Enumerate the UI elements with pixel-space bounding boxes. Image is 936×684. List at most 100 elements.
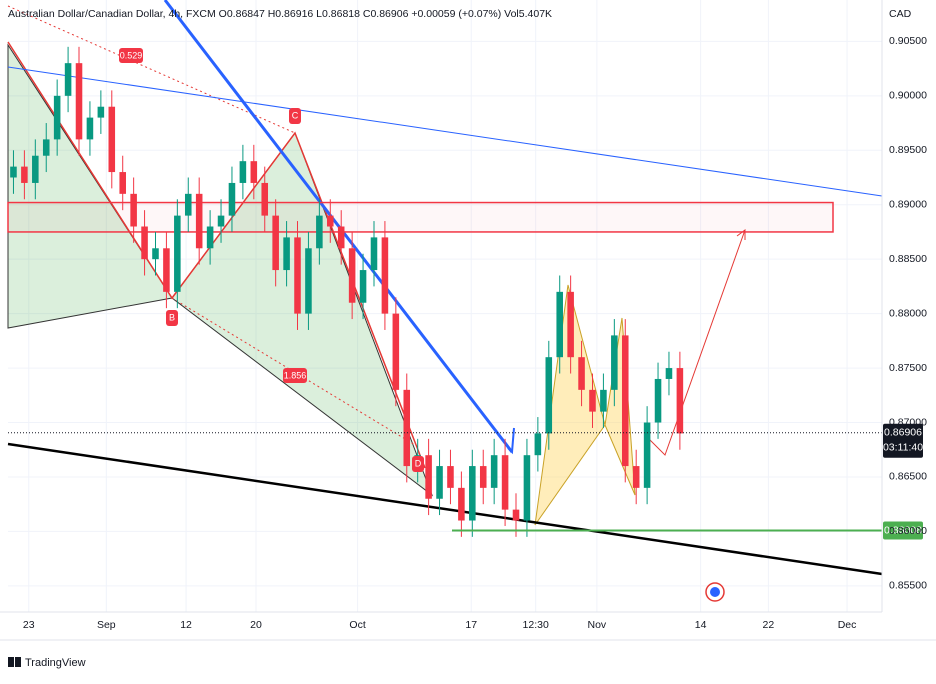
y-tick-label: 0.87500 xyxy=(889,362,927,374)
annotation: D xyxy=(415,458,422,468)
levels: 0.86906 03:11:40 0.86008 xyxy=(8,423,923,540)
candle-body xyxy=(469,466,476,521)
trend-line xyxy=(7,442,883,576)
candle-body xyxy=(316,215,323,249)
candle-body xyxy=(567,291,574,358)
x-tick-label: 22 xyxy=(763,619,775,631)
candle-body xyxy=(261,182,269,216)
candle-body xyxy=(294,237,301,314)
candle-body xyxy=(621,335,629,467)
x-tick-label: 12:30 xyxy=(523,619,549,631)
candle-body xyxy=(632,466,640,488)
y-tick-label: 0.90000 xyxy=(889,90,927,102)
y-tick-label: 0.88000 xyxy=(889,307,927,319)
candle-body xyxy=(32,155,39,183)
candle-body xyxy=(195,193,203,249)
brand-logo xyxy=(8,657,14,667)
candle-body xyxy=(556,291,563,358)
candle-body xyxy=(327,215,334,227)
drawings xyxy=(7,0,883,576)
y-tick-label: 0.87000 xyxy=(889,416,927,428)
candle-body xyxy=(523,455,531,521)
x-tick-label: Oct xyxy=(349,619,365,631)
trend-line xyxy=(163,0,514,453)
annotation-box xyxy=(289,108,301,124)
candle-body xyxy=(643,422,651,488)
support-tag-label: 0.86008 xyxy=(884,524,922,536)
annotation-box xyxy=(412,456,424,472)
candle-body xyxy=(436,466,443,499)
pattern-fill xyxy=(7,43,173,329)
price-tag-label: 0.86906 xyxy=(884,427,922,439)
candle-body xyxy=(654,378,662,423)
x-tick-label: 23 xyxy=(23,619,35,631)
x-tick-label: 20 xyxy=(250,619,262,631)
candle-body xyxy=(479,466,487,488)
y-tick-label: 0.88500 xyxy=(889,253,927,265)
grid xyxy=(8,0,882,612)
price-tag xyxy=(883,423,923,458)
candle-body xyxy=(403,389,411,467)
pattern-fill xyxy=(604,317,636,496)
ratio-line xyxy=(7,5,296,134)
candle-body xyxy=(490,455,498,488)
annotation: 1.856 xyxy=(284,370,307,380)
candle-body xyxy=(425,455,432,499)
candle-body xyxy=(578,357,585,390)
y-tick-label: 0.85500 xyxy=(889,580,927,592)
candle-body xyxy=(381,237,389,314)
brand-name: TradingView xyxy=(25,657,86,669)
candle-body xyxy=(217,215,225,227)
y-tick-label: 0.86000 xyxy=(889,525,927,537)
x-tick-label: 12 xyxy=(180,619,192,631)
candle-body xyxy=(42,139,50,156)
candle-body xyxy=(174,215,181,292)
support-tag xyxy=(883,521,923,540)
candle-body xyxy=(392,313,400,390)
candle-body xyxy=(458,487,465,521)
candle-body xyxy=(370,237,378,271)
candle-body xyxy=(665,368,673,379)
axis-labels: 0.90500 0.90000 0.89500 0.89000 0.88500 0.880… xyxy=(23,35,927,631)
y-tick-label: 0.89500 xyxy=(889,144,927,156)
candle-body xyxy=(152,248,159,260)
trend-line xyxy=(7,66,883,197)
y-tick-label: 0.86500 xyxy=(889,471,927,483)
event-icon-inner xyxy=(710,587,720,597)
candle-body xyxy=(108,106,116,173)
candle-body xyxy=(337,226,345,249)
y-tick-label: 0.89000 xyxy=(889,199,927,211)
brand-logo xyxy=(15,657,21,667)
annotation: 0.529 xyxy=(120,50,143,60)
candle-body xyxy=(206,226,214,249)
price-countdown: 03:11:40 xyxy=(883,442,923,454)
y-tick-label: 0.90500 xyxy=(889,35,927,47)
x-tick-label: Sep xyxy=(97,619,116,631)
x-tick-label: Nov xyxy=(588,619,607,631)
ratio-line xyxy=(171,297,421,449)
candle-body xyxy=(239,161,247,183)
candle-body xyxy=(611,335,618,390)
projection-arrow-head xyxy=(736,229,746,240)
candle-body xyxy=(53,95,61,140)
candle-body xyxy=(141,226,148,260)
candle-body xyxy=(447,466,454,488)
candle-body xyxy=(534,433,542,456)
legend-title: Australian Dollar/Canadian Dollar, 4h, F… xyxy=(8,8,552,20)
candle-body xyxy=(75,63,83,140)
candle-body xyxy=(163,248,170,292)
brand: TradingView xyxy=(8,657,86,669)
candle-body xyxy=(250,161,258,183)
annotation-box xyxy=(166,310,178,326)
x-tick-label: 17 xyxy=(465,619,477,631)
x-tick-label: 14 xyxy=(695,619,707,631)
candle-body xyxy=(305,248,312,314)
candle-body xyxy=(545,357,553,434)
candle-body xyxy=(676,368,684,434)
candle-body xyxy=(119,172,126,194)
annotation-box xyxy=(119,48,143,63)
candle-body xyxy=(130,193,137,227)
candle-body xyxy=(97,106,105,118)
candle-body xyxy=(184,193,192,216)
